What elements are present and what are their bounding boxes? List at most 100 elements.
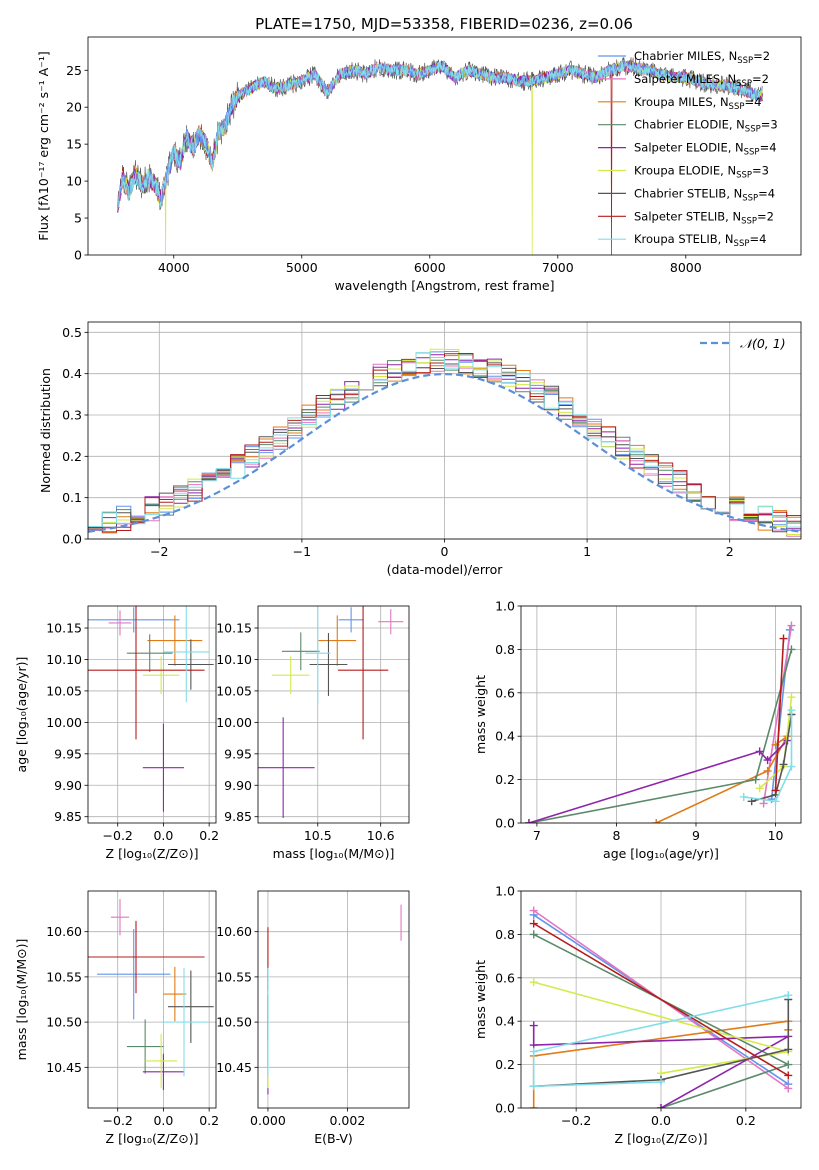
panel-weight-vs-Z: −0.2 0.0 0.2 0.0 0.2 0.4 0.6 0.8 1.0 Z [log₁₀(Z/Z… <box>473 884 802 1146</box>
errorbar-chabrier-stelib <box>168 639 214 690</box>
x-axis-label: Z [log₁₀(Z/Z⊙)] <box>106 846 199 861</box>
weight-marker <box>755 784 764 793</box>
y-tick-label: 10.15 <box>46 621 82 636</box>
y-tick-label: 0.0 <box>62 532 82 547</box>
x-tick-label: 0.2 <box>199 1113 219 1128</box>
weight-series-salpeter-stelib <box>529 919 793 1080</box>
weight-line <box>528 739 789 823</box>
panel-spectrum: 4000 5000 6000 7000 8000 0 5 10 15 20 25 wavelength… <box>36 36 802 293</box>
x-tick-label: −2 <box>150 544 168 559</box>
x-tick-label: 1 <box>583 544 591 559</box>
errorbar-kroupa-stelib <box>305 606 331 704</box>
axes-frame <box>257 605 410 824</box>
y-tick-label: 0.6 <box>495 970 515 985</box>
y-tick-label: 10.60 <box>216 924 252 939</box>
x-tick-label: 8000 <box>670 260 702 275</box>
weight-line <box>532 994 789 1088</box>
y-tick-label: 10.05 <box>46 683 82 698</box>
y-tick-label: 0.0 <box>495 1101 515 1116</box>
y-axis-label: age [log₁₀(age/yr)] <box>14 657 29 773</box>
errorbar-kroupa-elodie <box>142 656 180 695</box>
legend-label: Chabrier ELODIE, NSSP=3 <box>634 118 778 135</box>
x-tick-label: −0.2 <box>103 828 133 843</box>
weight-marker <box>529 1047 538 1056</box>
weight-marker <box>739 792 748 801</box>
legend: Chabrier MILES, NSSP=2 Salpeter MILES, NS… <box>598 49 778 249</box>
weight-line <box>533 999 790 1088</box>
errorbar-kroupa-miles <box>147 615 203 666</box>
legend-label: Kroupa ELODIE, NSSP=3 <box>634 164 769 181</box>
y-tick-label: 0.1 <box>62 490 82 505</box>
weight-marker <box>763 766 772 775</box>
legend-label: Salpeter MILES, NSSP=2 <box>634 72 769 89</box>
x-tick-label: 4000 <box>158 260 190 275</box>
y-tick-label: 10.10 <box>216 652 252 667</box>
x-tick-label: 0.0 <box>651 1113 671 1128</box>
errorbar-salpeter-elodie <box>142 1053 184 1090</box>
weight-line <box>533 922 789 1077</box>
x-tick-label: 0.0 <box>153 828 173 843</box>
weight-marker <box>771 797 780 806</box>
errorbar-salpeter-stelib <box>337 606 389 740</box>
errorbar-salpeter-stelib <box>88 920 205 994</box>
weight-series-kroupa-stelib <box>739 706 796 806</box>
weight-marker <box>784 1045 793 1054</box>
y-tick-label: 0.4 <box>62 366 82 381</box>
weight-marker <box>784 1084 793 1093</box>
weight-marker <box>771 786 780 795</box>
errorbar-kroupa-miles <box>163 966 187 1022</box>
legend-label: Kroupa STELIB, NSSP=4 <box>634 232 766 249</box>
axes-frame <box>87 36 802 256</box>
x-axis-label: Z [log₁₀(Z/Z⊙)] <box>615 1131 708 1146</box>
x-tick-label: 7000 <box>542 260 574 275</box>
plot-area-mass-vs-Z <box>88 899 214 1090</box>
weight-line <box>532 1025 789 1108</box>
axes-frame <box>87 890 217 1109</box>
errorbar-salpeter-miles <box>378 609 404 635</box>
plot-area-weight-vs-Z <box>529 906 793 1108</box>
x-tick-label: 0.2 <box>199 828 219 843</box>
y-tick-label: 10.00 <box>46 715 82 730</box>
x-axis-label: age [log₁₀(age/yr)] <box>603 846 719 861</box>
plot-area-spectrum <box>117 57 763 255</box>
normal-reference-curve <box>88 372 801 533</box>
x-tick-label: 0 <box>441 544 449 559</box>
y-tick-label: 10.15 <box>216 621 252 636</box>
weight-line <box>743 710 793 803</box>
x-tick-label: 0.0 <box>153 1113 173 1128</box>
x-axis-label: Z [log₁₀(Z/Z⊙)] <box>106 1131 199 1146</box>
y-tick-label: 10.50 <box>46 1015 82 1030</box>
x-tick-label: 9 <box>692 828 700 843</box>
weight-marker <box>529 930 538 939</box>
weight-series-chabrier-elodie <box>529 930 793 1108</box>
weight-marker <box>787 621 796 630</box>
weight-line <box>751 714 793 803</box>
y-tick-label: 9.85 <box>224 809 252 824</box>
histogram-kroupa-stelib <box>88 352 801 528</box>
histogram-kroupa-elodie <box>88 348 801 535</box>
y-tick-label: 10.45 <box>46 1060 82 1075</box>
y-tick-label: 10.45 <box>216 1060 252 1075</box>
x-axis-label: wavelength [Angstrom, rest frame] <box>334 278 554 293</box>
y-tick-label: 0.6 <box>495 685 515 700</box>
panel-age-vs-mass: 10.5 10.6 9.85 9.90 9.95 10.00 10.05 10.10 10.15… <box>216 605 410 861</box>
weight-marker <box>787 762 796 771</box>
x-tick-label: −0.2 <box>103 1113 133 1128</box>
weight-marker <box>529 978 538 987</box>
weight-series-salpeter-stelib <box>771 634 788 795</box>
panel-weight-vs-age: 7 8 9 10 0.0 0.2 0.4 0.6 0.8 1.0 age [log₁₀(age/yr… <box>473 599 802 861</box>
legend-label: 𝒩(0, 1) <box>740 336 786 351</box>
y-tick-label: 0.8 <box>495 642 515 657</box>
weight-series-salpeter-elodie <box>524 736 792 823</box>
y-tick-label: 10.55 <box>216 969 252 984</box>
y-tick-label: 10.00 <box>216 715 252 730</box>
y-tick-label: 10.10 <box>46 652 82 667</box>
y-tick-label: 1.0 <box>495 599 515 614</box>
x-tick-label: 8 <box>612 828 620 843</box>
axes-frame <box>257 890 410 1109</box>
weight-marker <box>652 819 661 823</box>
plot-area-age-vs-mass <box>258 606 404 818</box>
y-tick-label: 0.8 <box>495 927 515 942</box>
y-axis-label: mass [log₁₀(M/M⊙)] <box>14 939 29 1061</box>
errorbar-chabrier-miles <box>97 928 171 1020</box>
